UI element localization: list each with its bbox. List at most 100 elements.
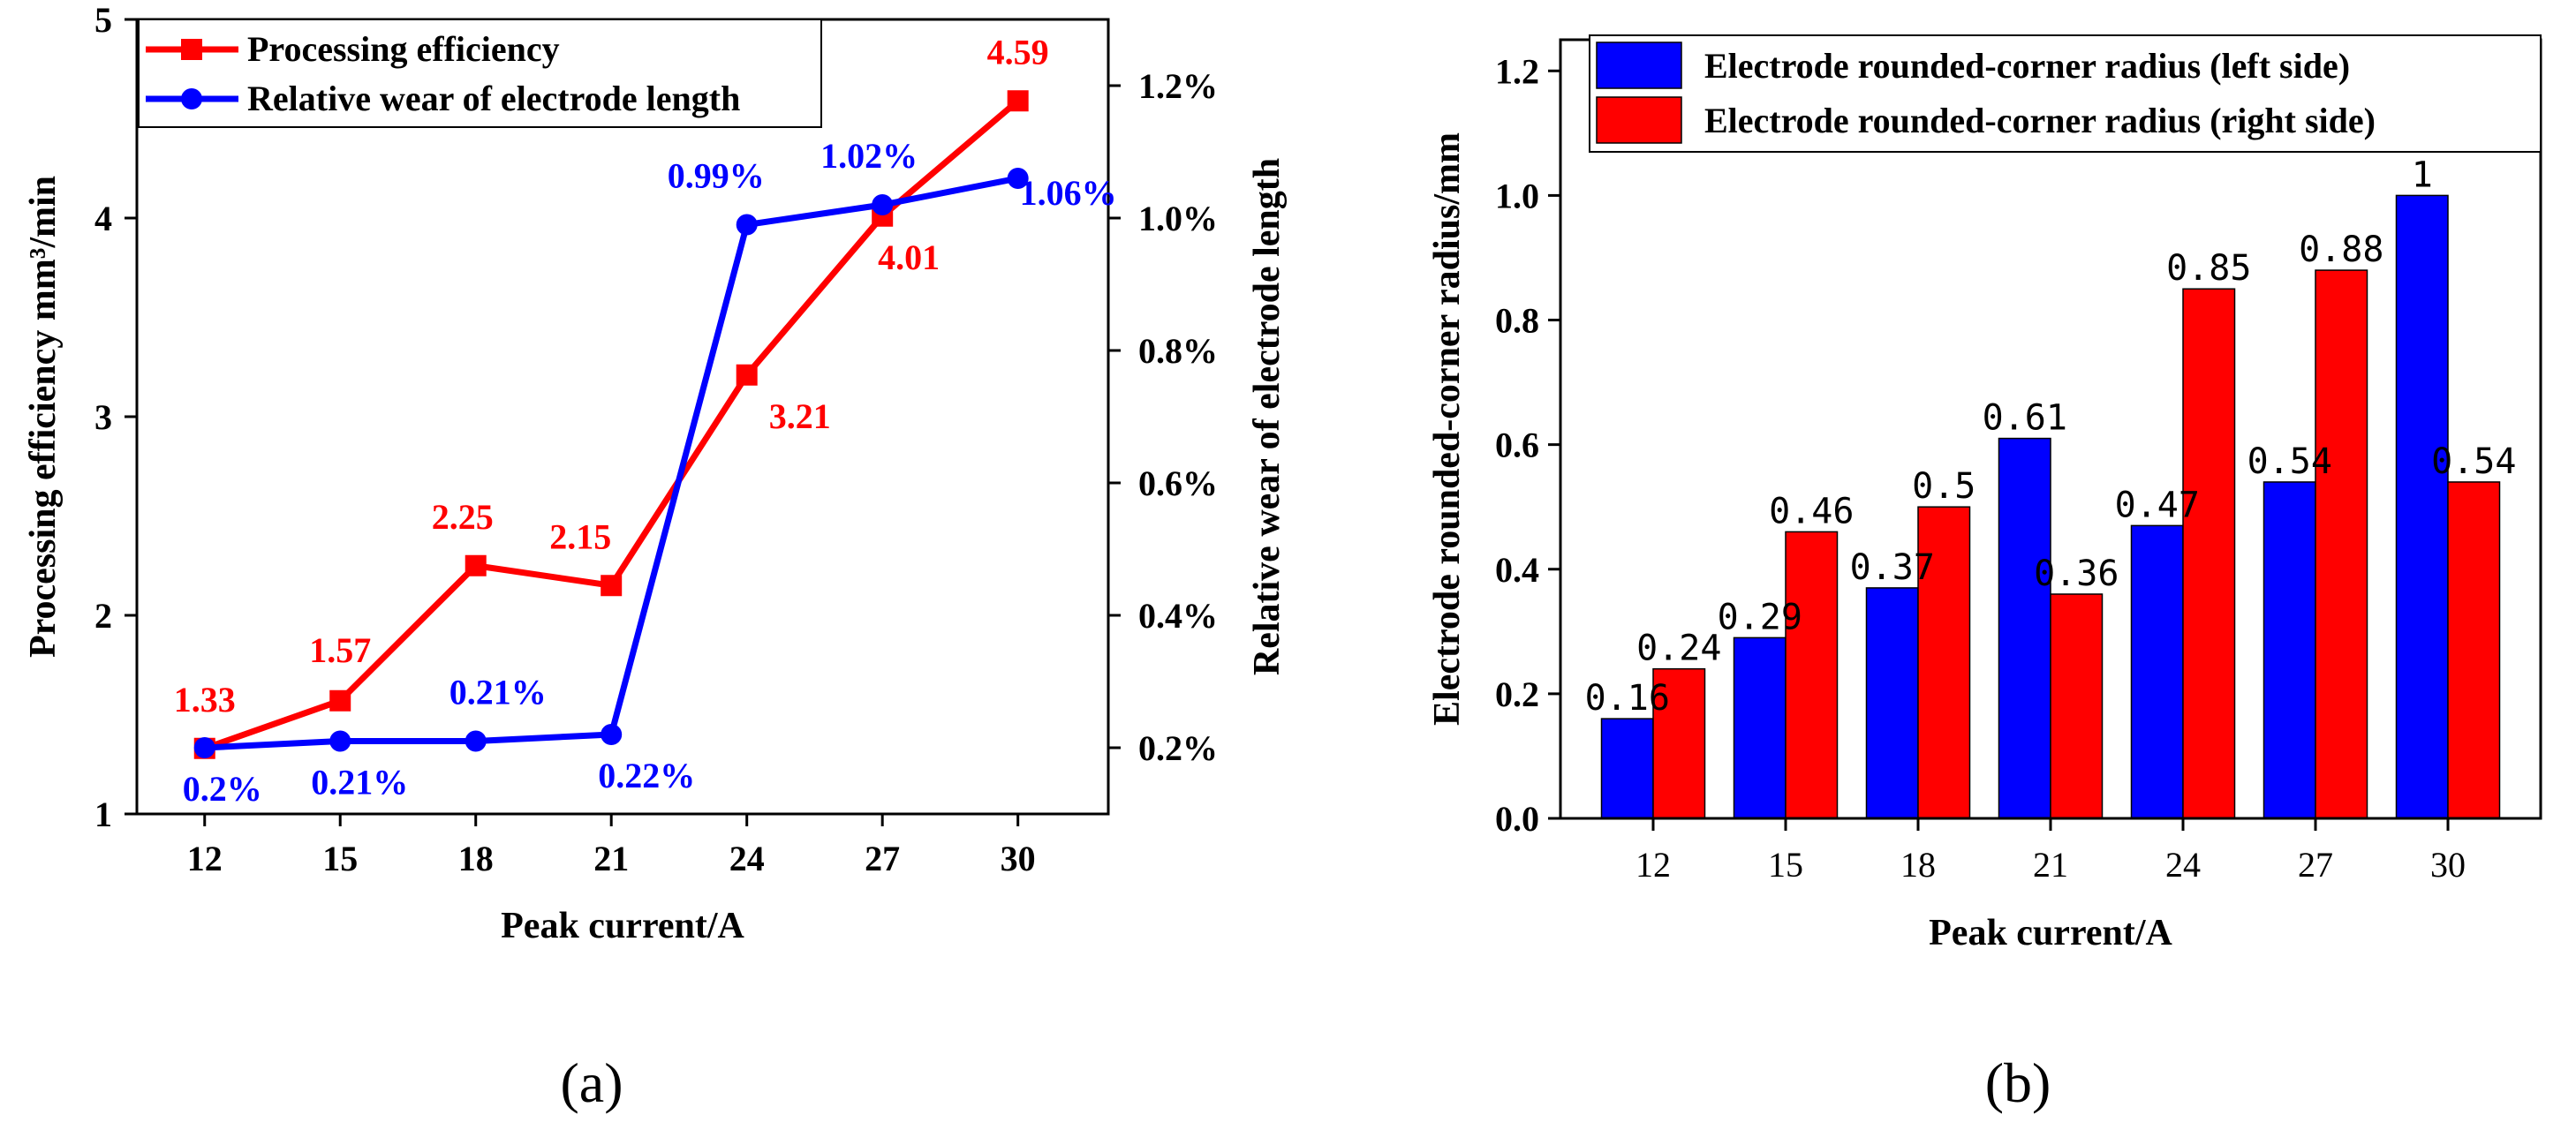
legend-swatch <box>1596 96 1682 144</box>
efficiency-point <box>736 364 758 386</box>
data-label-efficiency: 1.57 <box>309 630 371 670</box>
y-right-tick-label-a: 0.4% <box>1138 596 1218 636</box>
wear-point <box>601 724 623 745</box>
panel-a: 12 15 18 21 24 27 30123450.2%0.4%0.6%0.8%1.0%1… <box>23 0 1288 1114</box>
x-tick-label-a: 24 <box>729 839 765 878</box>
bar-right-side <box>1785 531 1839 819</box>
x-axis-title-a: Peak current/A <box>501 906 744 946</box>
data-label-efficiency: 3.21 <box>769 396 831 436</box>
bar-label-left-side: 0.37 <box>1850 547 1935 588</box>
x-tick-label-b: 21 <box>2033 845 2068 885</box>
y-right-tick-label-a: 1.2% <box>1138 66 1218 106</box>
y-right-tick-label-a: 0.8% <box>1138 331 1218 371</box>
x-tick-label-b: 18 <box>1900 845 1936 885</box>
legend-swatch <box>1596 41 1682 89</box>
efficiency-point <box>465 554 487 576</box>
wear-point <box>193 737 215 758</box>
wear-point <box>329 730 351 752</box>
data-label-efficiency: 1.33 <box>174 680 236 719</box>
bar-label-right-side: 0.54 <box>2431 441 2516 482</box>
y-left-tick-label-a: 4 <box>94 199 112 238</box>
data-label-efficiency: 4.59 <box>987 32 1049 72</box>
efficiency-point <box>1007 90 1029 112</box>
data-label-efficiency: 2.15 <box>549 516 611 556</box>
bar-left-side <box>1998 437 2051 819</box>
x-tick-label-a: 15 <box>322 839 358 878</box>
panel-label-b: (b) <box>1985 1051 2051 1114</box>
bar-label-left-side: 0.61 <box>1983 398 2067 439</box>
bar-label-right-side: 0.46 <box>1769 491 1854 531</box>
x-tick-label-a: 30 <box>1001 839 1036 878</box>
legend-a: Processing efficiency Relative wear of el… <box>138 19 822 128</box>
wear-point <box>1007 168 1029 189</box>
y-tick-label-b: 0.8 <box>1495 301 1539 341</box>
panel-b: 0.16 0.29 0.37 0.61 0.47 0.54 1 0.24 0.46 0.5 0.36… <box>1427 34 2542 1114</box>
x-tick-label-b: 24 <box>2165 845 2201 885</box>
x-tick-label-b: 30 <box>2430 845 2466 885</box>
legend-label: Processing efficiency <box>247 29 560 69</box>
y-left-axis-title-a: Processing efficiency mm³/min <box>23 176 64 658</box>
data-label-wear: 1.02% <box>820 136 918 176</box>
bar-right-side <box>2182 288 2236 819</box>
bar-left-side <box>2395 194 2449 819</box>
y-tick-label-b: 0.6 <box>1495 426 1539 465</box>
data-label-wear: 0.22% <box>598 756 695 795</box>
legend-marker-square <box>181 39 202 60</box>
y-tick-label-b: 0.4 <box>1495 550 1539 590</box>
y-right-axis-title-a: Relative wear of electrode length <box>1247 158 1288 675</box>
bar-right-side <box>1917 506 1971 819</box>
efficiency-point <box>601 575 623 597</box>
bar-label-left-side: 0.54 <box>2247 441 2332 482</box>
y-tick-label-b: 1.0 <box>1495 176 1539 215</box>
x-tick-label-a: 21 <box>593 839 629 878</box>
y-tick-label-b: 0.2 <box>1495 674 1539 714</box>
bar-right-side <box>2315 269 2368 819</box>
y-left-tick-label-a: 1 <box>94 795 112 834</box>
data-label-wear: 0.21% <box>311 763 408 802</box>
bar-label-right-side: 0.85 <box>2166 248 2251 289</box>
bar-label-right-side: 0.24 <box>1636 629 1721 669</box>
y-right-tick-label-a: 1.0% <box>1138 199 1218 238</box>
data-label-wear: 0.21% <box>449 673 547 712</box>
bar-left-side <box>2262 481 2316 819</box>
legend-box-b <box>1589 34 2542 153</box>
y-left-tick-label-a: 5 <box>94 0 112 40</box>
bar-label-left-side: 0.47 <box>2115 485 2200 525</box>
wear-point <box>736 214 758 236</box>
legend-label: Electrode rounded-corner radius (left si… <box>1704 46 2350 86</box>
bar-right-side <box>2050 593 2104 819</box>
panel-label-a: (a) <box>560 1051 623 1114</box>
wear-point <box>465 730 487 752</box>
efficiency-point <box>329 689 351 712</box>
bar-label-left-side: 0.16 <box>1585 678 1670 719</box>
legend-label: Electrode rounded-corner radius (right s… <box>1704 101 2376 140</box>
data-label-wear: 0.2% <box>183 769 262 809</box>
x-tick-label-a: 18 <box>458 839 494 878</box>
x-axis-title-b: Peak current/A <box>1929 913 2172 953</box>
x-tick-label-a: 12 <box>187 839 223 878</box>
legend-marker-circle <box>181 88 202 109</box>
legend-box-a <box>138 19 822 128</box>
bar-left-side <box>1600 718 1654 819</box>
y-tick-label-b: 1.2 <box>1495 51 1539 91</box>
bar-right-side <box>1652 667 1706 819</box>
bar-left-side <box>1733 637 1787 819</box>
y-axis-title-b: Electrode rounded-corner radius/mm <box>1427 132 1468 726</box>
data-label-efficiency: 4.01 <box>878 237 940 277</box>
data-label-wear: 1.06% <box>1020 173 1117 213</box>
data-label-wear: 0.99% <box>668 156 765 196</box>
legend-label: Relative wear of electrode length <box>247 79 740 118</box>
bar-label-right-side: 0.5 <box>1912 466 1975 507</box>
y-left-tick-label-a: 2 <box>94 596 112 636</box>
y-tick-label-b: 0.0 <box>1495 799 1539 839</box>
x-tick-label-b: 15 <box>1768 845 1803 885</box>
wear-point <box>872 194 894 215</box>
bar-left-side <box>1865 587 1919 819</box>
bar-label-right-side: 0.36 <box>2034 554 2119 594</box>
legend-b: Electrode rounded-corner radius (left si… <box>1589 34 2542 153</box>
x-tick-label-b: 27 <box>2298 845 2333 885</box>
bar-label-left-side: 0.29 <box>1718 597 1802 637</box>
y-right-tick-label-a: 0.2% <box>1138 728 1218 768</box>
x-tick-label-a: 27 <box>865 839 900 878</box>
